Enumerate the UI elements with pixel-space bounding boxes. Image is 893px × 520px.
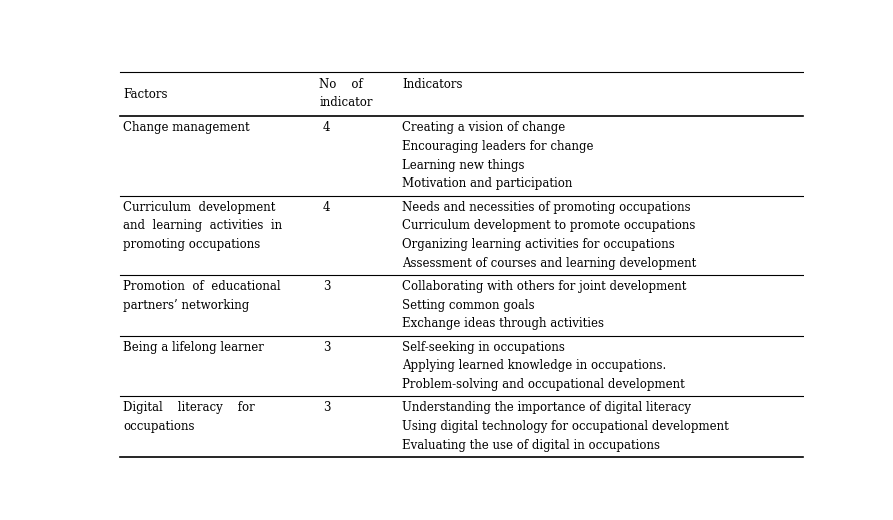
Text: Change management: Change management: [123, 122, 250, 135]
Text: indicator: indicator: [320, 96, 372, 109]
Text: Understanding the importance of digital literacy: Understanding the importance of digital …: [402, 401, 691, 414]
Text: Setting common goals: Setting common goals: [402, 298, 535, 311]
Text: Promotion  of  educational: Promotion of educational: [123, 280, 281, 293]
Text: 4: 4: [322, 122, 330, 135]
Text: Assessment of courses and learning development: Assessment of courses and learning devel…: [402, 257, 697, 270]
Text: Digital    literacy    for: Digital literacy for: [123, 401, 255, 414]
Text: Applying learned knowledge in occupations.: Applying learned knowledge in occupation…: [402, 359, 666, 372]
Text: Factors: Factors: [123, 88, 168, 101]
Text: Learning new things: Learning new things: [402, 159, 525, 172]
Text: Curriculum development to promote occupations: Curriculum development to promote occupa…: [402, 219, 696, 232]
Text: Organizing learning activities for occupations: Organizing learning activities for occup…: [402, 238, 675, 251]
Text: occupations: occupations: [123, 420, 195, 433]
Text: Motivation and participation: Motivation and participation: [402, 177, 572, 190]
Text: Evaluating the use of digital in occupations: Evaluating the use of digital in occupat…: [402, 439, 660, 452]
Text: Problem-solving and occupational development: Problem-solving and occupational develop…: [402, 378, 685, 391]
Text: Using digital technology for occupational development: Using digital technology for occupationa…: [402, 420, 729, 433]
Text: Curriculum  development: Curriculum development: [123, 201, 276, 214]
Text: 3: 3: [322, 280, 330, 293]
Text: and  learning  activities  in: and learning activities in: [123, 219, 282, 232]
Text: No    of: No of: [320, 77, 363, 90]
Text: partners’ networking: partners’ networking: [123, 298, 250, 311]
Text: 3: 3: [322, 401, 330, 414]
Text: Encouraging leaders for change: Encouraging leaders for change: [402, 140, 594, 153]
Text: Creating a vision of change: Creating a vision of change: [402, 122, 565, 135]
Text: Exchange ideas through activities: Exchange ideas through activities: [402, 317, 605, 330]
Text: promoting occupations: promoting occupations: [123, 238, 261, 251]
Text: Indicators: Indicators: [402, 77, 463, 90]
Text: Being a lifelong learner: Being a lifelong learner: [123, 341, 264, 354]
Text: Self-seeking in occupations: Self-seeking in occupations: [402, 341, 565, 354]
Text: Needs and necessities of promoting occupations: Needs and necessities of promoting occup…: [402, 201, 691, 214]
Text: Collaborating with others for joint development: Collaborating with others for joint deve…: [402, 280, 687, 293]
Text: 4: 4: [322, 201, 330, 214]
Text: 3: 3: [322, 341, 330, 354]
